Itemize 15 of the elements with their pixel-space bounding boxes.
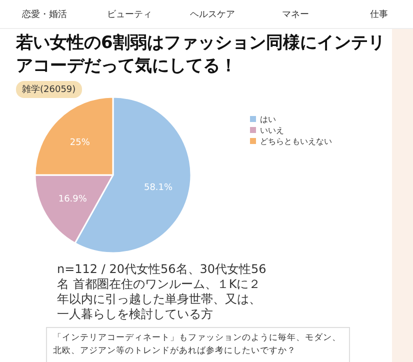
text: 仕事 [370,8,388,21]
chart-subtitle: 雑学(26059) [16,81,82,98]
text: 「インテリアコーディネート」もファッションのように毎年、モダン、北欧、アジアン等のトレンドがあれば参考にしたいですか？ [46,327,350,362]
data-label: 16.9% [58,194,88,205]
data-label: 25% [70,138,90,148]
text: ビューティ [107,8,152,21]
legend-label: いいえ [260,126,284,135]
text: ヘルスケア [190,9,235,21]
text: マネー [282,9,309,21]
text: 恋愛・婚活 [22,8,67,21]
legend-label: はい [260,115,276,124]
chart-title: 若い女性の6割弱はファッション同様にインテリアコーデだって気にしてる！ [16,32,386,78]
data-label: 58.1% [144,182,174,193]
legend-label: どちらともいえない [260,137,332,146]
text: n=112 / 20代女性56名、30代女性56名 首都圏在住のワンルーム、１Kに２年以内に引っ越した単身世帯、又は、一人暮らしを検討している方 [57,262,267,322]
